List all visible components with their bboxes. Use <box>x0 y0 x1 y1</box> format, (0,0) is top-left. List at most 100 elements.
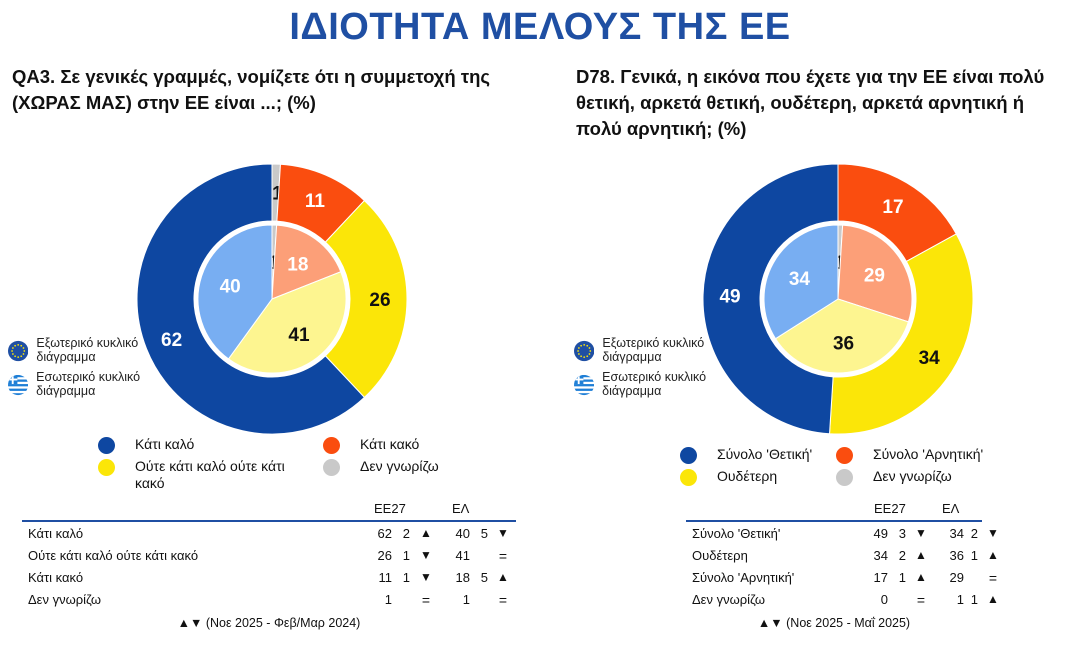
table-column-header: ΕΕ27 <box>874 501 906 516</box>
table-row: Δεν γνωρίζω 1 = 1 = <box>22 592 516 614</box>
legend-label: Δεν γνωρίζω <box>873 468 952 484</box>
legend-item: Δεν γνωρίζω <box>323 458 533 476</box>
eu-star <box>583 356 586 358</box>
row-label: Σύνολο 'Αρνητική' <box>692 570 795 585</box>
el-change: 5 <box>480 526 488 541</box>
outer-slice-label: 62 <box>161 330 182 351</box>
inner-slice <box>227 271 347 374</box>
row-label: Κάτι κακό <box>28 570 84 585</box>
inner-slice-label: 41 <box>288 325 310 346</box>
el-value: 18 <box>455 570 470 585</box>
legend-item: Δεν γνωρίζω <box>836 468 1046 486</box>
row-label: Ούτε κάτι καλό ούτε κάτι κακό <box>28 548 199 563</box>
eu-star <box>22 353 25 355</box>
donut-chart-d78: 1734491293634 <box>702 163 974 435</box>
inner-slice-label: 29 <box>864 265 885 286</box>
eu27-value: 49 <box>873 526 888 541</box>
el-value: 41 <box>455 548 470 563</box>
inner-slice-label: 36 <box>833 334 854 355</box>
legend-swatch <box>98 459 115 476</box>
table-row: Σύνολο 'Αρνητική' 17 1 ▲ 29 = <box>686 570 997 592</box>
legend-swatch <box>836 447 853 464</box>
legend-swatch <box>680 469 697 486</box>
eu-flag-icon <box>574 340 595 362</box>
row-label: Σύνολο 'Θετική' <box>692 526 781 541</box>
eu27-change: 3 <box>898 526 906 541</box>
eu27-value: 26 <box>377 548 392 563</box>
eu27-change: 2 <box>402 526 410 541</box>
eu27-value: 17 <box>873 570 888 585</box>
eu-star <box>11 350 13 352</box>
eu-star <box>23 350 26 352</box>
eu-star <box>578 353 580 355</box>
legend-swatch <box>323 459 340 476</box>
legend-swatch <box>836 469 853 486</box>
eu27-value: 0 <box>880 592 888 607</box>
eu27-trend-icon: ▼ <box>420 570 432 584</box>
el-change: 1 <box>970 592 978 607</box>
eu27-trend-icon: ▲ <box>915 548 927 562</box>
table-header: ΕΕ27 ΕΛ <box>686 500 982 522</box>
table-footnote: ▲▼ (Νοε 2025 - Μαΐ 2025) <box>757 616 911 630</box>
eu-star <box>14 344 17 347</box>
eu27-trend-icon: = <box>421 592 431 608</box>
donut-chart-qa3: 11126621184140 <box>136 163 408 435</box>
eu27-value: 34 <box>873 548 888 563</box>
eu-star <box>580 344 583 347</box>
eu-star <box>577 350 579 352</box>
eu-star <box>588 353 591 355</box>
eu-star <box>14 355 17 358</box>
legend-item: Ούτε κάτι καλό ούτε κάτι κακό <box>98 458 303 492</box>
el-value: 36 <box>949 548 964 563</box>
inner-slice-label: 34 <box>789 269 811 290</box>
greek-flag-icon <box>8 374 29 396</box>
el-trend-icon: = <box>988 570 998 586</box>
outer-ring-label: Εξωτερικό κυκλικό διάγραμμα <box>602 336 705 364</box>
outer-slice-label: 49 <box>719 287 740 308</box>
table-row: Κάτι καλό 62 2 ▲ 40 5 ▼ <box>22 526 516 548</box>
el-trend-icon: ▲ <box>987 592 999 606</box>
chart-title-qa3: QA3. Σε γενικές γραμμές, νομίζετε ότι η … <box>12 66 491 113</box>
inner-slice <box>837 224 913 323</box>
legend-label: Κάτι κακό <box>360 436 420 452</box>
el-change: 1 <box>970 548 978 563</box>
legend-item: Σύνολο 'Θετική' <box>680 446 890 464</box>
el-value: 40 <box>455 526 470 541</box>
eu27-trend-icon: ▼ <box>915 526 927 540</box>
el-value: 1 <box>462 592 470 607</box>
outer-slice-label: 34 <box>919 348 941 369</box>
panel-d78: D78. Γενικά, η εικόνα που έχετε για την … <box>540 0 1080 652</box>
table-column-header: ΕΛ <box>942 501 960 516</box>
el-trend-icon: = <box>498 592 508 608</box>
legend-item: Κάτι κακό <box>323 436 533 454</box>
legend-label: Ούτε κάτι καλό ούτε κάτι κακό <box>135 458 285 491</box>
eu27-change: 1 <box>402 548 410 563</box>
eu-flag-icon <box>8 340 29 362</box>
outer-slice-label: 26 <box>369 290 390 311</box>
eu-star <box>17 356 20 358</box>
legend-label: Κάτι καλό <box>135 436 195 452</box>
eu-star <box>580 355 583 358</box>
inner-slice-label: 18 <box>287 254 308 275</box>
inner-ring-label: Εσωτερικό κυκλικό διάγραμμα <box>602 370 707 398</box>
el-trend-icon: ▼ <box>987 526 999 540</box>
legend-swatch <box>680 447 697 464</box>
eu-star <box>20 344 23 347</box>
inner-slice <box>763 224 839 340</box>
inner-slice <box>271 224 342 300</box>
legend-label: Σύνολο 'Αρνητική' <box>873 446 984 462</box>
eu27-value: 1 <box>384 592 392 607</box>
table-column-header: ΕΕ27 <box>374 501 406 516</box>
eu-star <box>12 347 14 349</box>
greek-flag-icon <box>574 374 595 396</box>
outer-ring-label: Εξωτερικό κυκλικό διάγραμμα <box>36 336 139 364</box>
legend-item: Ουδέτερη <box>680 468 890 486</box>
eu-star <box>583 344 586 346</box>
el-trend-icon: ▲ <box>497 570 509 584</box>
row-label: Δεν γνωρίζω <box>28 592 102 607</box>
chart-title-d78: D78. Γενικά, η εικόνα που έχετε για την … <box>576 66 1045 139</box>
legend-swatch <box>98 437 115 454</box>
legend-item: Σύνολο 'Αρνητική' <box>836 446 1046 464</box>
eu27-trend-icon: = <box>916 592 926 608</box>
legend-swatch <box>323 437 340 454</box>
